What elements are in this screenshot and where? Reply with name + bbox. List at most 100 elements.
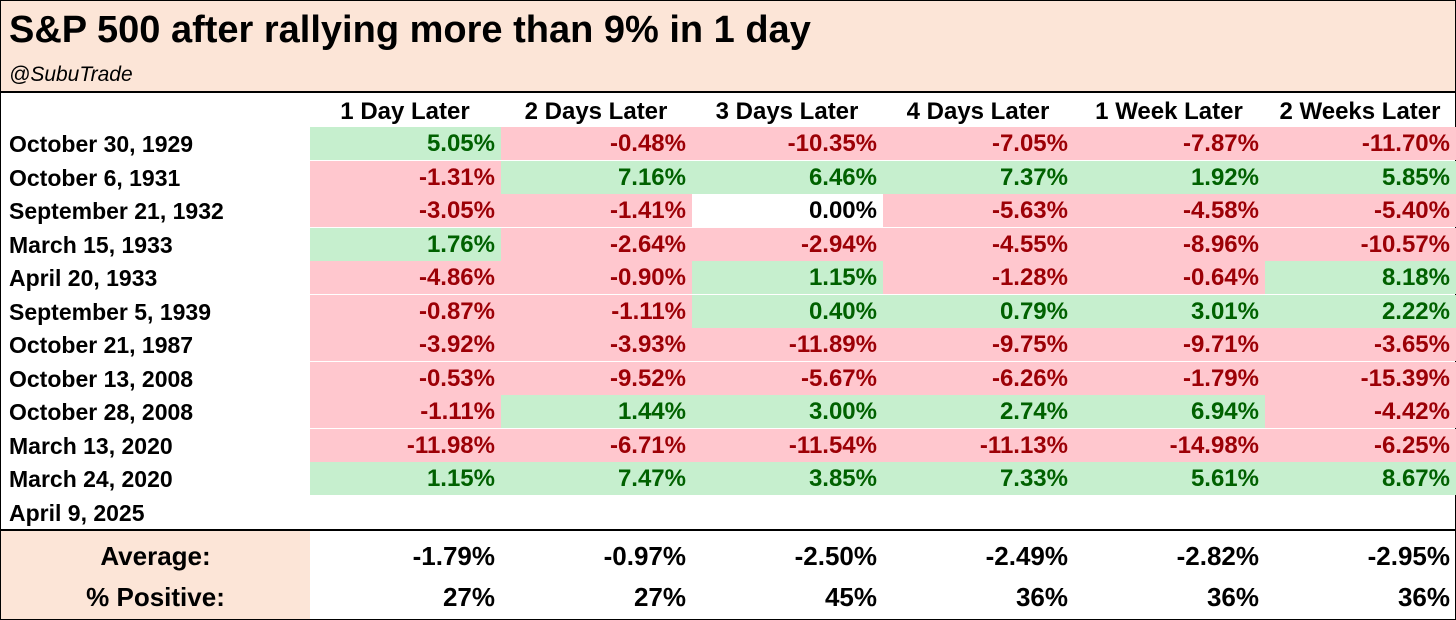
row-date-label: October 6, 1931 <box>9 164 181 191</box>
summary-label: % Positive: <box>86 582 225 612</box>
return-cell: -11.89% <box>692 328 883 361</box>
summary-divider <box>1 529 1455 531</box>
return-cell: 1.44% <box>501 395 692 428</box>
return-cell: -9.75% <box>883 328 1074 361</box>
summary-value: -2.50% <box>794 541 877 571</box>
return-cell: -3.05% <box>310 194 501 227</box>
row-date-label: October 21, 1987 <box>9 332 194 358</box>
return-cell: -0.48% <box>501 127 692 160</box>
return-cell: -0.53% <box>310 361 501 395</box>
return-cell: 2.74% <box>883 395 1074 428</box>
return-cell: 1.15% <box>310 462 501 495</box>
summary-value: -2.82% <box>1176 541 1259 571</box>
return-cell: -0.90% <box>501 261 692 294</box>
return-cell: -6.26% <box>883 361 1074 395</box>
return-cell: -6.71% <box>501 428 692 462</box>
return-cell: -15.39% <box>1265 361 1456 395</box>
return-cell: -5.67% <box>692 361 883 395</box>
return-cell: -2.94% <box>692 227 883 261</box>
column-header: 1 Day Later <box>340 98 470 125</box>
return-cell: 8.67% <box>1265 462 1456 495</box>
column-header: 1 Week Later <box>1095 98 1243 125</box>
return-cell: -0.87% <box>310 294 501 328</box>
return-cell: -1.31% <box>310 160 501 194</box>
return-cell: 1.76% <box>310 227 501 261</box>
summary-label: Average: <box>100 541 211 571</box>
return-cell: -10.35% <box>692 127 883 160</box>
return-cell: 7.33% <box>883 462 1074 495</box>
row-date-label: October 13, 2008 <box>9 365 194 392</box>
return-cell: -11.54% <box>692 428 883 462</box>
row-date-label: March 13, 2020 <box>9 432 173 459</box>
return-cell: -4.58% <box>1074 194 1265 227</box>
return-cell: -4.42% <box>1265 395 1456 428</box>
summary-value: 36% <box>1015 582 1068 612</box>
return-cell: -1.28% <box>883 261 1074 294</box>
return-cell: 3.85% <box>692 462 883 495</box>
return-cell: 2.22% <box>1265 294 1456 328</box>
row-date-label: September 21, 1932 <box>9 198 224 224</box>
summary-value: -2.49% <box>985 541 1068 571</box>
summary-value: 36% <box>1206 582 1259 612</box>
return-cell: -3.93% <box>501 328 692 361</box>
return-cell: 5.85% <box>1265 160 1456 194</box>
header: S&P 500 after rallying more than 9% in 1… <box>1 1 1455 93</box>
row-date-label: April 9, 2025 <box>9 499 145 526</box>
return-cell: 6.94% <box>1074 395 1265 428</box>
return-cell: -3.92% <box>310 328 501 361</box>
row-date-label: September 5, 1939 <box>9 298 212 325</box>
return-cell: -5.63% <box>883 194 1074 227</box>
summary-value: -2.95% <box>1367 541 1450 571</box>
return-cell: -11.13% <box>883 428 1074 462</box>
return-cell: 5.05% <box>310 127 501 160</box>
return-cell: -7.05% <box>883 127 1074 160</box>
row-date-label: April 20, 1933 <box>9 265 158 291</box>
return-cell: 3.00% <box>692 395 883 428</box>
return-cell: -4.55% <box>883 227 1074 261</box>
summary-label-panel <box>1 531 310 619</box>
chart-title: S&P 500 after rallying more than 9% in 1… <box>9 9 811 51</box>
row-date-label: March 15, 1933 <box>9 231 173 258</box>
summary-value: 27% <box>633 582 686 612</box>
return-cell: -3.65% <box>1265 328 1456 361</box>
column-header: 2 Days Later <box>524 98 668 125</box>
chart-subtitle: @SubuTrade <box>9 63 133 86</box>
summary-value: -0.97% <box>603 541 686 571</box>
return-cell: 1.15% <box>692 261 883 294</box>
row-date-label: March 24, 2020 <box>9 466 173 492</box>
return-cell: -1.11% <box>501 294 692 328</box>
return-cell: -14.98% <box>1074 428 1265 462</box>
return-cell: -5.40% <box>1265 194 1456 227</box>
summary-value: 36% <box>1397 582 1450 612</box>
return-cell: -8.96% <box>1074 227 1265 261</box>
return-cell: -6.25% <box>1265 428 1456 462</box>
return-cell: -11.70% <box>1265 127 1456 160</box>
return-cell: -1.79% <box>1074 361 1265 395</box>
return-cell: -4.86% <box>310 261 501 294</box>
return-cell: 0.40% <box>692 294 883 328</box>
summary-value: 45% <box>824 582 877 612</box>
return-cell: -9.71% <box>1074 328 1265 361</box>
return-cell: 0.00% <box>692 194 883 227</box>
column-header: 3 Days Later <box>715 98 859 125</box>
return-cell: 1.92% <box>1074 160 1265 194</box>
row-date-label: October 30, 1929 <box>9 131 194 157</box>
return-cell: 3.01% <box>1074 294 1265 328</box>
column-header: 2 Weeks Later <box>1279 98 1441 125</box>
return-cell: -9.52% <box>501 361 692 395</box>
return-cell: 7.37% <box>883 160 1074 194</box>
return-cell: -10.57% <box>1265 227 1456 261</box>
return-cell: 7.16% <box>501 160 692 194</box>
return-cell: 8.18% <box>1265 261 1456 294</box>
return-cell: 7.47% <box>501 462 692 495</box>
return-cell: 6.46% <box>692 160 883 194</box>
row-date-label: October 28, 2008 <box>9 399 194 425</box>
return-cell: -1.11% <box>310 395 501 428</box>
return-cell: 5.61% <box>1074 462 1265 495</box>
summary-value: -1.79% <box>412 541 495 571</box>
return-cell: -1.41% <box>501 194 692 227</box>
return-cell: -2.64% <box>501 227 692 261</box>
return-cell: -7.87% <box>1074 127 1265 160</box>
return-cell: -0.64% <box>1074 261 1265 294</box>
